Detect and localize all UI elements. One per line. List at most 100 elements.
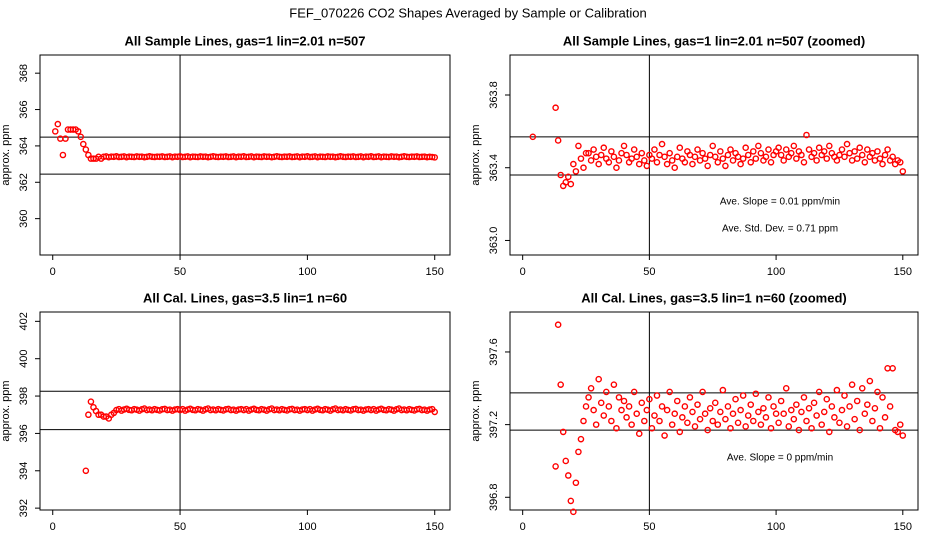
point [777,397,785,405]
point [752,155,760,162]
point [656,417,663,425]
point [762,414,770,421]
point [605,158,613,166]
point [881,414,889,421]
x-tick-label: 150 [426,266,444,278]
point [714,421,722,428]
point [79,140,87,148]
point [85,411,92,419]
point [820,148,828,155]
point [782,146,790,153]
point [739,155,747,162]
main-title: FEF_070226 CO2 Shapes Averaged by Sample… [289,5,646,20]
point [881,151,889,159]
point [853,155,861,162]
point [719,386,727,394]
point [694,401,701,408]
point [567,180,575,188]
point [648,155,656,162]
point [592,421,600,428]
annotation: Ave. Std. Dev. = 0.71 ppm [722,224,838,235]
point [841,153,848,161]
point [871,404,879,412]
point [729,410,737,418]
point [826,428,833,436]
point [54,120,62,128]
point [831,414,838,421]
y-tick-label: 360 [18,209,30,227]
point [851,148,858,155]
point [635,160,643,168]
point [577,155,585,162]
point [874,388,881,396]
point [600,144,608,152]
point [722,162,729,170]
point [587,157,595,164]
point [623,414,630,421]
point [732,395,739,403]
y-axis-label: approx. ppm [0,380,12,441]
point [810,399,818,407]
point [757,149,765,157]
point [638,149,646,157]
point [82,467,90,475]
point [755,408,762,416]
point [724,151,732,159]
point [633,153,641,161]
y-tick-label: 364 [18,137,30,155]
point [610,381,618,388]
point [580,417,587,425]
point [899,432,907,439]
point [704,162,711,170]
point [689,160,696,168]
point [803,131,810,139]
point [597,151,605,159]
point [666,388,673,396]
point [605,403,613,410]
point [701,155,709,162]
y-tick-label: 392 [18,499,30,517]
point [861,158,869,166]
point [747,158,755,166]
x-tick-label: 150 [894,266,912,278]
panel-title: All Sample Lines, gas=1 lin=2.01 n=507 (… [563,33,865,48]
point [648,424,656,432]
point [762,153,770,161]
x-tick-label: 50 [643,521,655,533]
point [800,158,808,166]
point [625,403,633,410]
point [613,164,620,172]
point [775,419,782,427]
point [582,149,590,157]
x-tick-label: 0 [520,266,526,278]
point [431,408,439,416]
point [770,403,777,410]
point [671,164,679,172]
point [689,408,696,416]
point [810,149,818,157]
x-tick-label: 100 [767,521,785,533]
x-tick-label: 100 [298,266,316,278]
point [554,137,562,144]
y-axis-label: approx. ppm [0,124,12,185]
plot-box [509,311,919,511]
point [747,401,755,408]
point [717,408,724,416]
point [74,128,82,135]
point [585,149,592,157]
point [651,412,658,419]
point [869,417,876,425]
point [559,428,567,436]
point [843,423,851,430]
point [719,155,727,162]
point [790,142,798,150]
point [620,142,628,150]
point [671,410,679,418]
point [590,146,597,153]
point [628,421,635,428]
y-tick-label: 368 [18,64,30,82]
point [562,457,570,465]
point [742,423,749,430]
annotation: Ave. Slope = 0.01 ppm/min [720,197,840,208]
point [82,146,90,153]
